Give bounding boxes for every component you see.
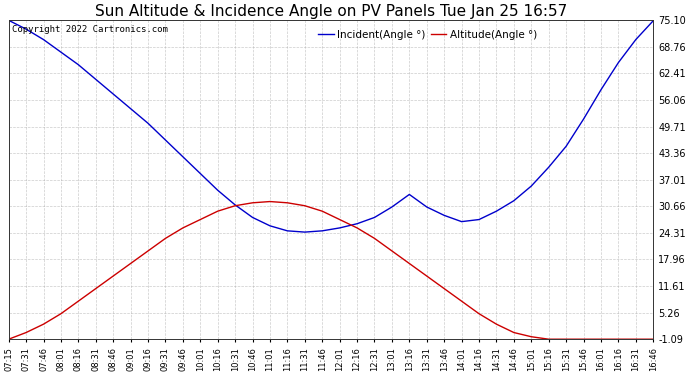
Legend: Incident(Angle °), Altitude(Angle °): Incident(Angle °), Altitude(Angle °) xyxy=(314,26,541,44)
Text: Copyright 2022 Cartronics.com: Copyright 2022 Cartronics.com xyxy=(12,25,168,34)
Title: Sun Altitude & Incidence Angle on PV Panels Tue Jan 25 16:57: Sun Altitude & Incidence Angle on PV Pan… xyxy=(95,4,567,19)
